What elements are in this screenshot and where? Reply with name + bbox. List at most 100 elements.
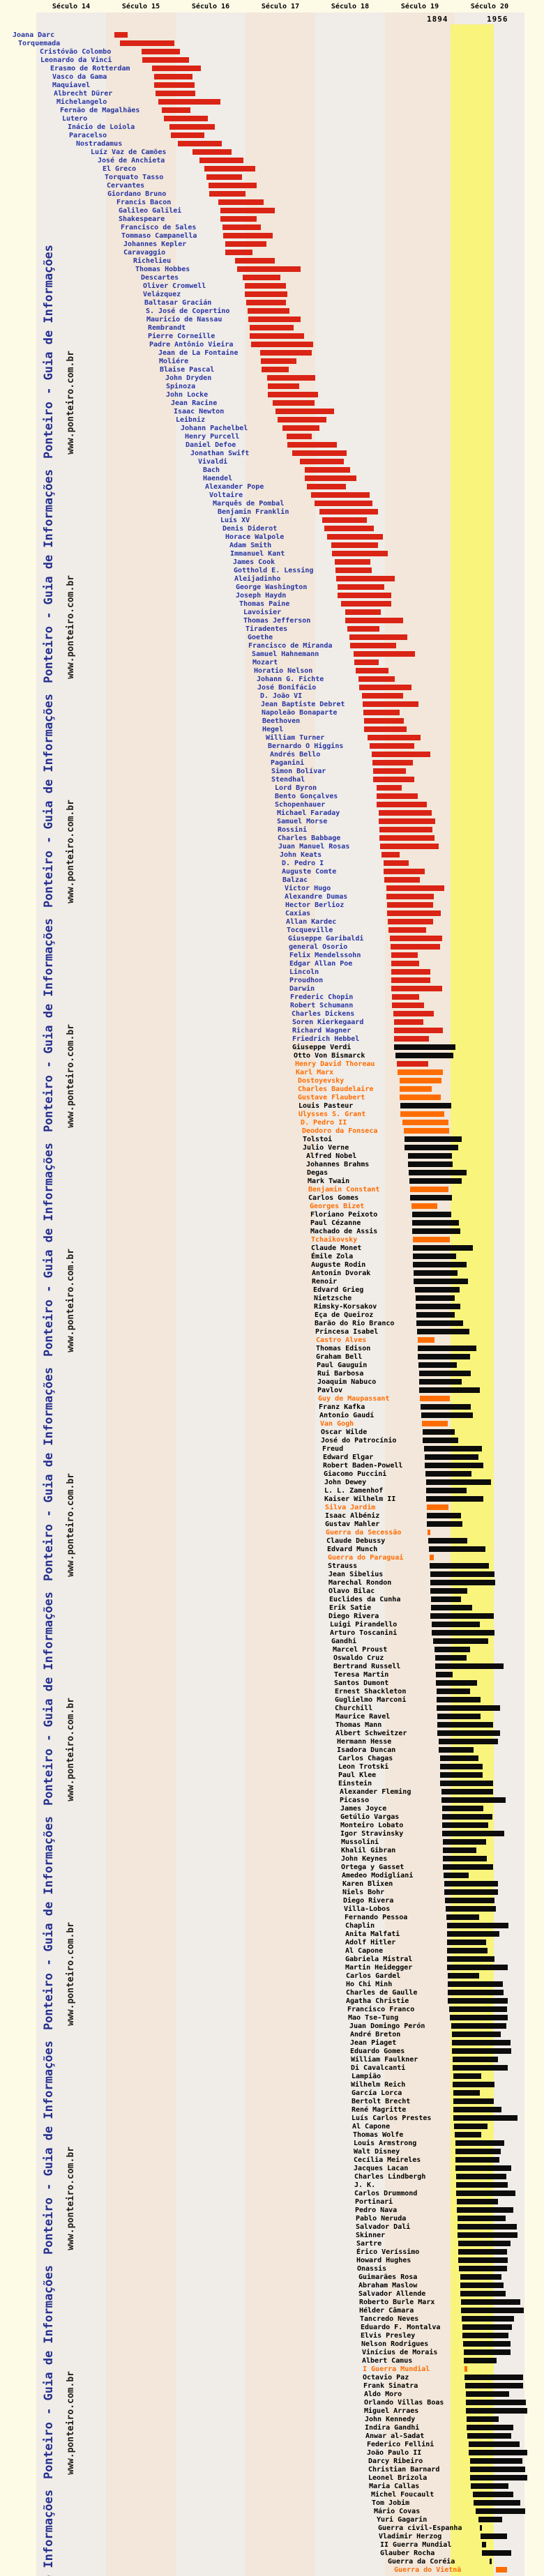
- life-bar: [431, 1605, 472, 1610]
- life-bar: [282, 425, 319, 431]
- life-bar: [414, 1279, 468, 1284]
- life-bar: [154, 74, 192, 79]
- person-name: Onassis: [357, 2265, 387, 2273]
- life-bar: [327, 534, 383, 540]
- person-name: Princesa Isabel: [315, 1328, 379, 1336]
- person-name: Fernando Pessoa: [345, 1914, 408, 1921]
- timeline-row: Degas: [0, 1168, 544, 1177]
- person-name: Martin Heidegger: [345, 1964, 413, 1972]
- timeline-row: John Keynes: [0, 1854, 544, 1863]
- timeline-row: Tocqueville: [0, 926, 544, 934]
- life-bar: [223, 233, 273, 238]
- person-name: Horatio Nelson: [254, 667, 313, 675]
- life-bar: [444, 1889, 498, 1895]
- person-name: Diego Rivera: [328, 1613, 379, 1620]
- timeline-row: Onassis: [0, 2264, 544, 2273]
- timeline-row: Bertrand Russell: [0, 1662, 544, 1670]
- life-bar: [490, 2559, 492, 2564]
- life-bar: [459, 2266, 507, 2271]
- person-name: Alexander Pope: [205, 483, 264, 491]
- person-name: Napoleão Bonaparte: [262, 709, 338, 717]
- person-name: Claude Monet: [311, 1244, 362, 1252]
- timeline-row: Guimarães Rosa: [0, 2273, 544, 2281]
- person-name: Pierre Corneille: [148, 333, 216, 340]
- person-name: Benjamin Constant: [308, 1186, 380, 1194]
- life-bar: [444, 1873, 469, 1878]
- person-name: Miguel Arraes: [364, 2407, 419, 2415]
- timeline-row: Khalil Gibran: [0, 1846, 544, 1854]
- person-name: Jean Baptiste Debret: [261, 701, 345, 708]
- timeline-row: Isaac Albéniz: [0, 1511, 544, 1520]
- timeline-row: Agatha Christie: [0, 1997, 544, 2005]
- person-name: Francisco Franco: [347, 2006, 415, 2013]
- life-bar: [425, 1463, 483, 1468]
- life-bar: [456, 2190, 515, 2196]
- timeline-row: Richelieu: [0, 257, 544, 265]
- life-bar: [435, 1663, 504, 1669]
- life-bar: [142, 49, 180, 54]
- person-name: Bento Gonçalves: [275, 793, 338, 800]
- life-bar: [418, 1337, 435, 1343]
- timeline-row: Vladimir Herzog: [0, 2532, 544, 2540]
- person-name: S. José de Copertino: [146, 307, 230, 315]
- person-name: Guglielmo Marconi: [335, 1696, 407, 1704]
- person-name: Arturo Toscanini: [330, 1629, 398, 1637]
- century-column: [176, 13, 245, 2576]
- timeline-row: Auguste Comte: [0, 867, 544, 876]
- person-name: Salvador Allende: [358, 2290, 426, 2298]
- life-bar: [388, 919, 433, 924]
- timeline-row: Van Gogh: [0, 1419, 544, 1428]
- life-bar: [370, 743, 414, 749]
- timeline-row: Antonin Dvorak: [0, 1269, 544, 1277]
- life-bar: [142, 57, 189, 63]
- life-bar: [413, 1237, 450, 1242]
- timeline-row: John Keats: [0, 851, 544, 859]
- life-bar: [453, 2065, 508, 2071]
- timeline-row: Salvador Dali: [0, 2223, 544, 2231]
- person-name: Albert Camus: [362, 2357, 413, 2365]
- timeline-row: Soren Kierkegaard: [0, 1018, 544, 1026]
- life-bar: [469, 2450, 527, 2455]
- timeline-row: Jacques Lacan: [0, 2164, 544, 2172]
- timeline-row: Beethoven: [0, 717, 544, 725]
- life-bar: [390, 936, 442, 941]
- life-bar: [427, 1521, 462, 1527]
- life-bar: [220, 216, 257, 222]
- timeline-row: Antonio Gaudí: [0, 1411, 544, 1419]
- century-label: Século 17: [261, 3, 300, 10]
- person-name: Alexander Fleming: [340, 1788, 411, 1796]
- life-bar: [391, 961, 419, 966]
- life-bar: [416, 1304, 460, 1309]
- person-name: Beethoven: [262, 717, 301, 725]
- person-name: Aldo Moro: [364, 2391, 402, 2398]
- person-name: Jean de La Fontaine: [158, 349, 239, 357]
- timeline-row: Machado de Assis: [0, 1227, 544, 1235]
- person-name: Graham Bell: [316, 1353, 363, 1361]
- life-bar: [386, 894, 434, 899]
- life-bar: [471, 2483, 508, 2489]
- person-name: Voltaire: [209, 491, 243, 499]
- timeline-row: John Dewey: [0, 1478, 544, 1486]
- timeline-row: Guerra do Vietnã: [0, 2566, 544, 2574]
- life-bar: [470, 2467, 525, 2472]
- century-label: Século 20: [470, 3, 509, 10]
- life-bar: [436, 1680, 477, 1686]
- timeline-row: Isadora Duncan: [0, 1746, 544, 1754]
- timeline-row: Francisco de Sales: [0, 223, 544, 231]
- person-name: Renoir: [312, 1278, 338, 1286]
- life-bar: [480, 2525, 482, 2531]
- century-label: Século 14: [52, 3, 91, 10]
- life-bar: [447, 1931, 499, 1937]
- person-name: Khalil Gibran: [341, 1847, 396, 1854]
- life-bar: [336, 576, 395, 581]
- timeline-row: Portinari: [0, 2197, 544, 2206]
- timeline-row: Jonathan Swift: [0, 449, 544, 457]
- timeline-row: Leibniz: [0, 416, 544, 424]
- timeline-row: Rimsky-Korsakov: [0, 1302, 544, 1311]
- timeline-row: Leonardo da Vinci: [0, 56, 544, 64]
- timeline-row: Joseph Haydn: [0, 591, 544, 600]
- timeline-row: Napoleão Bonaparte: [0, 708, 544, 717]
- timeline-row: Oliver Cromwell: [0, 282, 544, 290]
- timeline-row: Denis Diderot: [0, 524, 544, 533]
- timeline-row: D. Pedro II: [0, 1118, 544, 1127]
